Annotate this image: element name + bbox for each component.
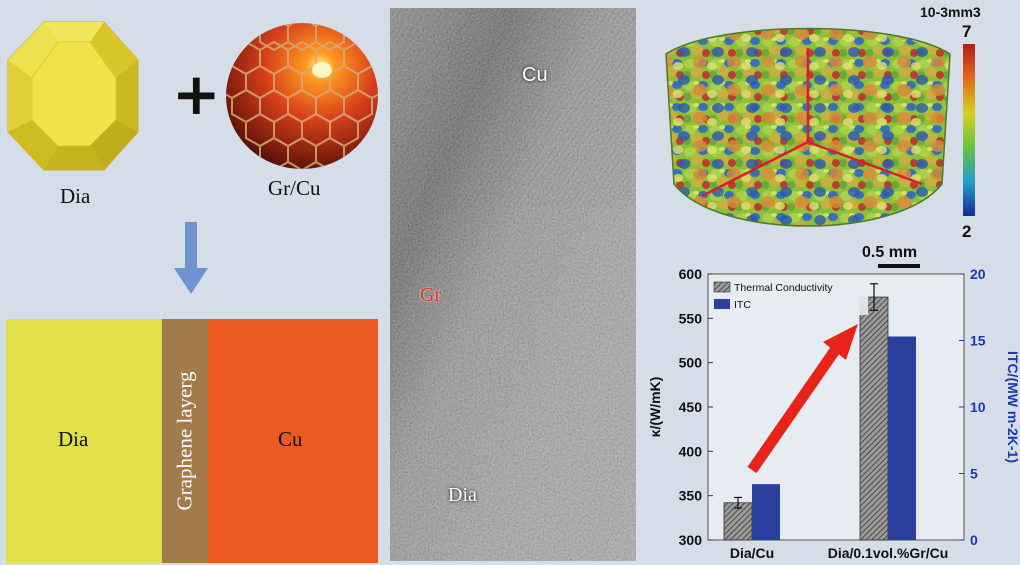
colorbar <box>963 44 975 216</box>
trend-arrow-icon <box>747 324 858 474</box>
diamond-layer-label: Dia <box>58 427 89 451</box>
category-labels: Dia/Cu Dia/0.1vol.%Gr/Cu <box>730 545 948 561</box>
graphene-layer: Graphene layerg <box>162 319 208 563</box>
category-label: Dia/Cu <box>730 545 774 561</box>
left-axis: 300 350 400 450 500 550 600 <box>679 266 713 548</box>
legend-thermal-conductivity: Thermal Conductivity <box>734 282 833 294</box>
legend-swatch-itc <box>714 299 730 309</box>
right-tick-label: 15 <box>970 333 986 349</box>
plus-sign: + <box>172 60 221 128</box>
colorbar-max-label: 7 <box>962 22 972 41</box>
graphene-layer-label: Graphene layerg <box>172 371 197 511</box>
right-tick-label: 10 <box>970 399 986 415</box>
diamond-layer: Dia <box>6 319 162 563</box>
right-tick-label: 0 <box>970 532 978 548</box>
bar-thermal-conductivity <box>859 296 889 541</box>
left-tick-label: 350 <box>679 488 703 504</box>
left-tick-label: 450 <box>679 399 703 415</box>
left-tick-label: 550 <box>679 310 703 326</box>
legend-swatch-thermal <box>713 281 731 293</box>
left-tick-label: 300 <box>679 532 703 548</box>
schematic-panel: Dia + <box>0 0 388 565</box>
y2-axis-label: ITC/(MW m-2K-1) <box>1005 351 1018 463</box>
legend-itc: ITC <box>734 299 751 311</box>
copper-layer: Cu <box>208 319 378 563</box>
bar-itc <box>752 484 780 540</box>
right-tick-label: 5 <box>970 466 978 482</box>
category-label: Dia/0.1vol.%Gr/Cu <box>828 545 949 561</box>
tem-graphene-label: Gr <box>420 284 442 306</box>
left-tick-label: 500 <box>679 355 703 371</box>
tem-texture-image <box>390 8 636 561</box>
diamond-label: Dia <box>60 184 91 208</box>
bar-itc <box>888 336 916 540</box>
diamond-crystal-icon <box>7 21 139 171</box>
scale-bar <box>878 264 920 268</box>
tem-copper-label: Cu <box>522 64 548 86</box>
tem-diamond-label: Dia <box>448 484 477 506</box>
right-tick-label: 20 <box>970 266 986 282</box>
bar-thermal-conductivity <box>723 502 753 541</box>
tomography-3d-image <box>665 27 951 227</box>
left-tick-label: 600 <box>679 266 703 282</box>
left-tick-label: 400 <box>679 443 703 459</box>
graphene-coated-copper-sphere-icon <box>226 23 378 169</box>
bars <box>723 283 916 541</box>
scale-bar-label: 0.5 mm <box>862 244 918 261</box>
colorbar-min-label: 2 <box>962 222 972 241</box>
colorbar-unit: 10-3mm3 <box>920 4 981 20</box>
y-axis-label: κ/(W/mK) <box>647 377 663 438</box>
interface-layer-diagram: Dia Graphene layerg Cu <box>6 319 378 563</box>
tem-micrograph: Cu Gr Dia <box>390 8 636 561</box>
right-axis: 0 5 10 15 20 <box>959 266 986 548</box>
graphene-copper-label: Gr/Cu <box>268 176 321 200</box>
down-arrow-icon <box>174 222 208 294</box>
copper-layer-label: Cu <box>278 427 303 451</box>
chart-legend: Thermal Conductivity ITC <box>710 277 868 315</box>
